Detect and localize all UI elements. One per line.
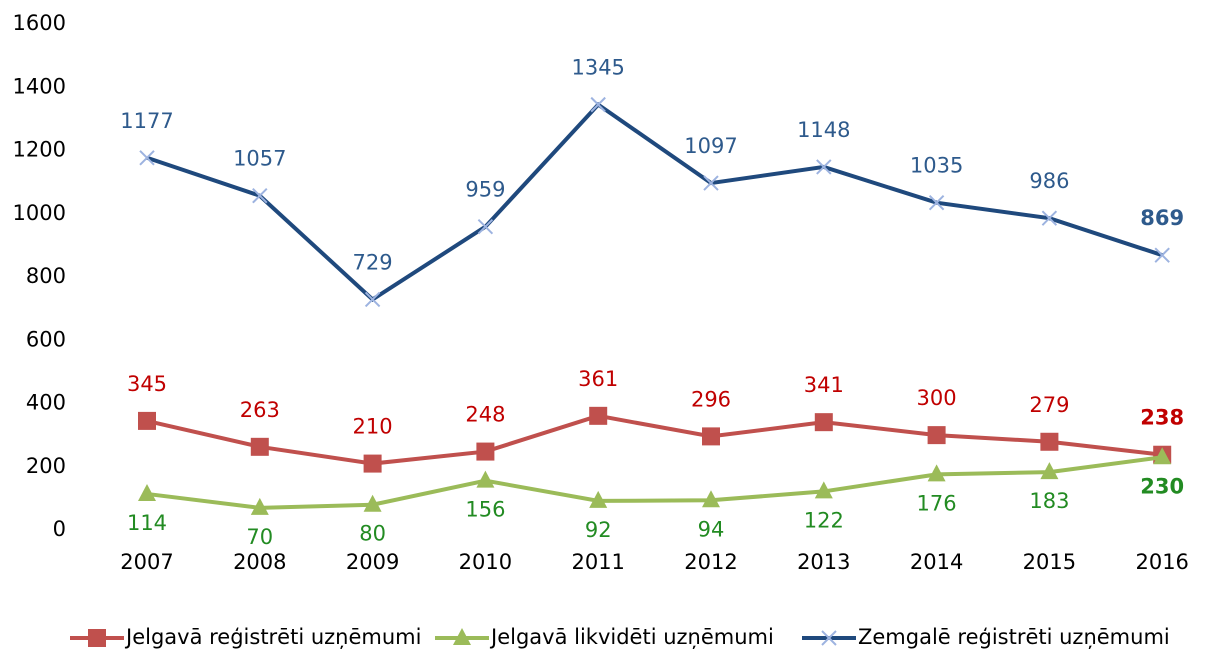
marker — [364, 291, 381, 308]
x-tick-label: 2007 — [120, 550, 173, 574]
data-label: 1057 — [233, 147, 286, 171]
marker — [814, 481, 833, 499]
data-label: 94 — [698, 517, 725, 541]
x-tick-label: 2010 — [459, 550, 512, 574]
marker — [250, 497, 269, 515]
marker — [1040, 432, 1059, 451]
data-label: 1177 — [120, 109, 173, 133]
data-label: 92 — [585, 518, 612, 542]
marker — [816, 159, 832, 175]
marker — [138, 411, 156, 430]
marker — [1041, 210, 1058, 226]
data-label: 183 — [1029, 489, 1069, 513]
marker — [928, 194, 945, 211]
x-tick-label: 2012 — [684, 550, 737, 574]
data-label: 1148 — [797, 118, 850, 142]
marker — [363, 454, 382, 473]
x-tick-label: 2016 — [1135, 550, 1188, 574]
legend-marker — [88, 629, 106, 647]
x-tick-label: 2011 — [571, 550, 624, 574]
data-label: 1035 — [910, 154, 963, 178]
series-line — [146, 102, 1163, 302]
series-line — [146, 413, 1163, 466]
marker — [927, 464, 946, 482]
data-label: 156 — [465, 498, 505, 522]
data-label: 238 — [1140, 406, 1184, 430]
legend-label: Zemgalē reģistrēti uzņēmumi — [858, 625, 1170, 649]
legend-label: Jelgavā reģistrēti uzņēmumi — [124, 625, 421, 649]
x-tick-label: 2015 — [1023, 550, 1076, 574]
data-label: 279 — [1029, 393, 1069, 417]
marker — [1154, 247, 1170, 263]
series-line — [146, 455, 1163, 510]
marker — [1153, 447, 1172, 465]
y-tick-label: 0 — [53, 517, 66, 541]
data-label: 176 — [917, 491, 957, 515]
y-tick-label: 200 — [26, 454, 66, 478]
legend-label: Jelgavā likvidēti uzņēmumi — [489, 625, 774, 649]
marker — [702, 427, 720, 446]
marker — [476, 442, 495, 461]
x-tick-label: 2014 — [910, 550, 963, 574]
data-label: 122 — [804, 508, 844, 532]
y-tick-label: 600 — [26, 327, 66, 351]
data-label: 296 — [691, 387, 731, 411]
data-label: 70 — [246, 525, 273, 549]
data-label: 341 — [804, 373, 844, 397]
marker — [250, 437, 269, 456]
marker — [476, 470, 495, 488]
data-label: 210 — [353, 415, 393, 439]
marker — [139, 150, 155, 166]
marker — [589, 490, 608, 508]
y-tick-label: 400 — [26, 391, 66, 415]
marker — [252, 188, 268, 204]
data-label: 114 — [127, 511, 167, 535]
x-tick-label: 2009 — [346, 550, 399, 574]
data-label: 959 — [465, 178, 505, 202]
y-tick-label: 1600 — [13, 11, 66, 35]
y-tick-label: 1200 — [13, 138, 66, 162]
marker — [1040, 462, 1059, 480]
data-label: 230 — [1140, 474, 1184, 498]
marker — [590, 96, 606, 113]
marker — [589, 406, 608, 425]
marker — [702, 490, 720, 508]
marker — [703, 175, 719, 191]
x-tick-label: 2008 — [233, 550, 286, 574]
data-label: 1097 — [684, 134, 737, 158]
y-tick-label: 1000 — [13, 201, 66, 225]
marker — [477, 219, 494, 235]
legend-marker — [453, 628, 471, 645]
x-tick-label: 2013 — [797, 550, 850, 574]
data-label: 248 — [465, 403, 505, 427]
marker — [814, 413, 833, 432]
legend-marker — [821, 630, 837, 646]
data-label: 80 — [359, 522, 386, 546]
data-label: 345 — [127, 372, 167, 396]
data-label: 869 — [1140, 206, 1184, 230]
y-tick-label: 800 — [26, 264, 66, 288]
marker — [927, 426, 946, 445]
data-label: 361 — [578, 367, 618, 391]
data-label: 729 — [353, 250, 393, 274]
marker — [363, 494, 382, 512]
data-label: 263 — [240, 398, 280, 422]
data-label: 300 — [917, 386, 957, 410]
data-label: 986 — [1029, 169, 1069, 193]
marker — [138, 483, 156, 501]
data-label: 1345 — [571, 56, 624, 80]
y-tick-label: 1400 — [13, 74, 66, 98]
